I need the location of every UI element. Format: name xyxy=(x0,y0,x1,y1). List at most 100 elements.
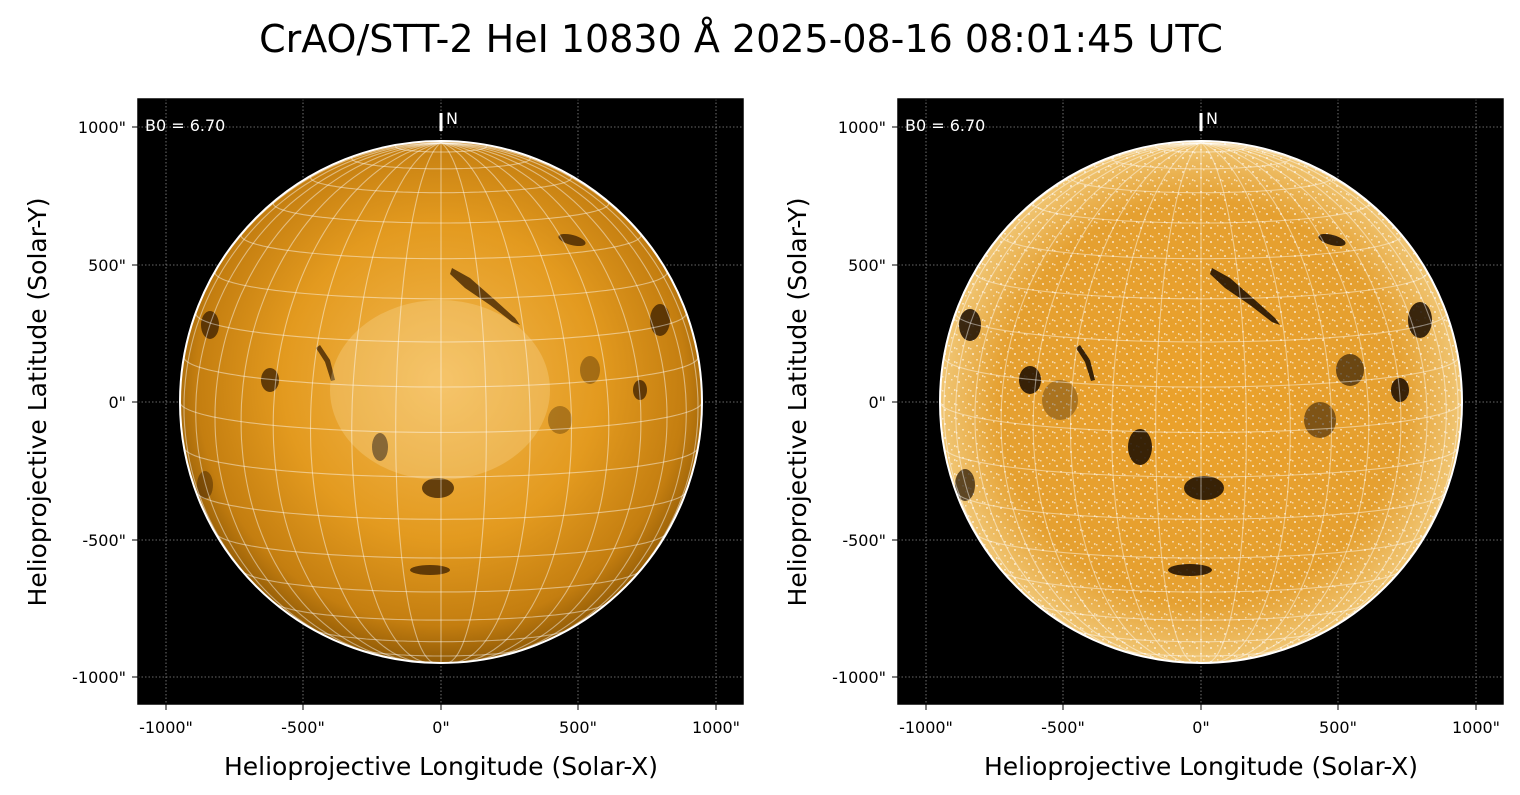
grid-line xyxy=(214,142,442,658)
grid-line xyxy=(1073,629,1329,643)
b0-label: B0 = 6.70 xyxy=(905,116,985,135)
grid-line xyxy=(1200,142,1402,661)
solar-disk xyxy=(180,141,702,663)
solar-limb xyxy=(179,140,703,664)
grid-line xyxy=(1200,142,1459,616)
grid-line xyxy=(440,142,699,616)
x-axis-label: Helioprojective Longitude (Solar-X) xyxy=(224,752,658,781)
x-tick-label: -500" xyxy=(281,718,325,737)
grid-line xyxy=(1111,142,1202,663)
x-tick-label: -1000" xyxy=(139,718,193,737)
grid-line xyxy=(240,233,642,260)
grid-line xyxy=(195,491,687,520)
grid-line xyxy=(1155,145,1247,153)
grid-line xyxy=(1200,142,1247,663)
grid-line xyxy=(240,142,442,661)
grid-line xyxy=(440,142,668,658)
grid-line xyxy=(272,142,442,662)
grid-line xyxy=(440,142,573,663)
grid-line xyxy=(351,157,531,170)
grid-line xyxy=(1111,157,1291,170)
grid-line xyxy=(274,603,608,621)
grid-line xyxy=(1069,175,1333,194)
solar-features xyxy=(197,233,670,575)
y-tick-label: 500" xyxy=(88,256,126,275)
grid-line xyxy=(1000,142,1202,661)
y-axis-label: Helioprojective Latitude (Solar-Y) xyxy=(23,198,52,607)
speckle-texture xyxy=(940,141,1462,663)
right-solar-panel: N B0 = 6.70 -1000" -500" 0" 500" 1000" 1… xyxy=(783,98,1504,781)
grid-line xyxy=(351,142,442,663)
grid-line xyxy=(309,175,573,194)
grid-line xyxy=(943,142,1202,616)
grid-line xyxy=(180,402,702,433)
left-solar-panel: N B0 = 6.70 -1000" -500" 0" 500" 1000" 1… xyxy=(23,98,744,781)
grid-line xyxy=(1200,142,1370,662)
solar-features xyxy=(955,233,1432,576)
grid-line xyxy=(1155,142,1202,663)
solar-limb xyxy=(939,140,1463,664)
grid-line xyxy=(1200,142,1428,658)
grid-line xyxy=(272,201,610,224)
y-tick-label: 1000" xyxy=(78,118,126,137)
y-tick-label: 1000" xyxy=(838,118,886,137)
grid-line xyxy=(943,448,1459,478)
grid-line xyxy=(1032,201,1370,224)
grid-line xyxy=(1032,142,1202,662)
y-tick-label: -1000" xyxy=(832,668,886,687)
y-tick-label: -1000" xyxy=(72,668,126,687)
grid-line xyxy=(974,270,1428,300)
grid-line xyxy=(940,402,1462,433)
grid-line xyxy=(440,142,610,662)
y-tick-label: 500" xyxy=(848,256,886,275)
x-tick-label: 1000" xyxy=(692,718,740,737)
grid-line xyxy=(974,142,1202,658)
grid-line xyxy=(440,142,687,650)
grid-line xyxy=(955,491,1447,520)
x-tick-label: 500" xyxy=(559,718,597,737)
grid-line xyxy=(1069,142,1202,663)
grid-line xyxy=(183,448,699,478)
grid-line xyxy=(440,142,531,663)
grid-line xyxy=(1034,603,1368,621)
grid-line xyxy=(975,533,1427,559)
grid-line xyxy=(1200,142,1333,663)
y-tick-label: -500" xyxy=(842,531,886,550)
grid-line xyxy=(195,142,442,650)
x-tick-label: -1000" xyxy=(899,718,953,737)
x-ticks xyxy=(925,704,1477,710)
grid-line xyxy=(440,142,642,661)
heliographic-grid xyxy=(180,142,702,663)
grid-line xyxy=(955,142,1202,650)
grid-line xyxy=(195,312,687,343)
grid-line xyxy=(183,142,442,616)
x-tick-label: -500" xyxy=(1041,718,1085,737)
grid-line xyxy=(313,629,569,643)
grid-line xyxy=(395,142,442,663)
grid-line xyxy=(1116,648,1286,657)
grid-line xyxy=(242,571,640,593)
grid-line xyxy=(183,356,699,388)
b0-label: B0 = 6.70 xyxy=(145,116,225,135)
x-tick-label: 1000" xyxy=(1452,718,1500,737)
grid-line xyxy=(1002,571,1400,593)
grid-line xyxy=(309,142,442,663)
north-label: N xyxy=(1206,109,1218,128)
y-tick-label: -500" xyxy=(82,531,126,550)
x-axis-label: Helioprojective Longitude (Solar-X) xyxy=(984,752,1418,781)
grid-line xyxy=(214,270,668,300)
grid-line xyxy=(1200,142,1291,663)
grid-line xyxy=(215,533,667,559)
central-brightening xyxy=(330,300,550,480)
grid-line xyxy=(955,312,1447,343)
y-axis-label: Helioprojective Latitude (Solar-Y) xyxy=(783,198,812,607)
y-tick-label: 0" xyxy=(868,393,886,412)
north-label: N xyxy=(446,109,458,128)
grid-line xyxy=(943,356,1459,388)
grid-line xyxy=(440,142,487,663)
figure-title: CrAO/STT-2 HeI 10830 Å 2025-08-16 08:01:… xyxy=(259,17,1223,61)
x-ticks xyxy=(165,704,717,710)
grid-line xyxy=(1200,142,1447,650)
x-tick-label: 500" xyxy=(1319,718,1357,737)
y-ticks xyxy=(132,126,138,678)
